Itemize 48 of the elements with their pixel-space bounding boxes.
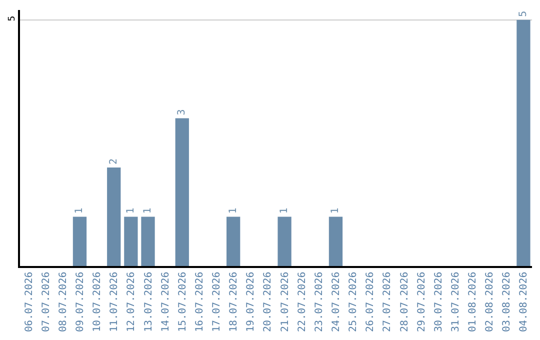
bar (72, 216, 87, 266)
x-tick-label: 10.07.2026 (92, 272, 104, 332)
x-tick-label: 22.07.2026 (296, 272, 308, 332)
x-tick-label: 20.07.2026 (262, 272, 274, 332)
x-tick-label: 07.07.2026 (40, 272, 52, 332)
bar (124, 216, 138, 266)
x-tick-label: 16.07.2026 (194, 272, 206, 332)
data-label: 1 (125, 208, 136, 214)
x-tick-label: 27.07.2026 (382, 272, 394, 332)
data-label: 1 (228, 208, 239, 214)
data-label: 1 (330, 208, 342, 214)
x-tick-label: 03.08.2026 (502, 272, 513, 332)
x-tick-label: 09.07.2026 (74, 272, 86, 332)
x-tick-label: 04.08.2026 (518, 272, 530, 332)
x-tick-label: 21.07.2026 (280, 272, 291, 332)
bar (107, 168, 121, 266)
bar (516, 20, 530, 266)
bar (278, 216, 292, 266)
data-label: 5 (518, 10, 529, 17)
data-label: 3 (176, 109, 188, 116)
x-tick-label: 19.07.2026 (246, 272, 257, 332)
x-tick-label: 28.07.2026 (399, 272, 410, 332)
x-tick-label: 11.07.2026 (109, 272, 120, 332)
x-tick-label: 01.08.2026 (468, 272, 479, 332)
bar (226, 216, 240, 266)
x-tick-label: 17.07.2026 (212, 272, 223, 332)
x-tick-label: 29.07.2026 (416, 272, 428, 332)
x-tick-label: 24.07.2026 (330, 272, 342, 332)
data-label: 1 (142, 208, 154, 214)
x-tick-label: 08.07.2026 (58, 272, 69, 332)
x-tick-label: 25.07.2026 (348, 272, 360, 332)
x-tick-label: 14.07.2026 (160, 272, 172, 332)
x-tick-label: 23.07.2026 (314, 272, 325, 332)
x-tick-label: 18.07.2026 (228, 272, 240, 332)
data-label: 1 (279, 208, 290, 214)
x-tick-label: 26.07.2026 (365, 272, 376, 332)
data-label: 1 (74, 208, 86, 214)
x-tick-label: 12.07.2026 (126, 272, 138, 332)
bar (175, 118, 189, 266)
bar (328, 216, 343, 266)
data-label: 2 (108, 158, 120, 165)
bar (141, 216, 155, 266)
x-tick-label: 31.07.2026 (450, 272, 462, 332)
x-tick-label: 06.07.2026 (24, 272, 35, 332)
x-tick-label: 13.07.2026 (143, 272, 154, 332)
x-tick-label: 30.07.2026 (433, 272, 444, 332)
x-tick-label: 02.08.2026 (484, 272, 496, 332)
x-tick-label: 15.07.2026 (177, 272, 188, 332)
